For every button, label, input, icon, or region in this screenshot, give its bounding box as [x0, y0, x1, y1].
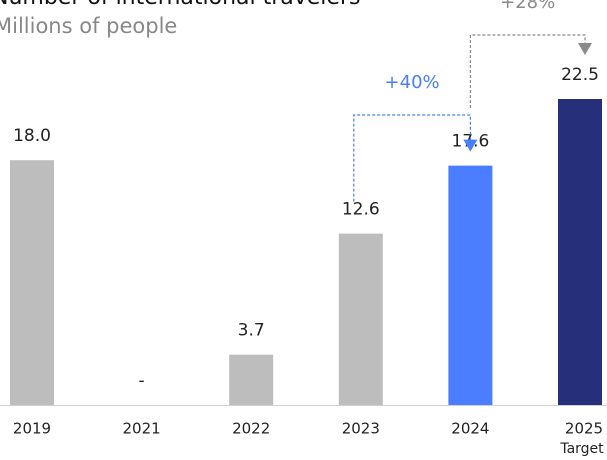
x-tick-label: 2024	[451, 420, 489, 438]
value-label: 3.7	[238, 321, 265, 341]
chart-title: Number of international travelers	[0, 0, 360, 10]
chart-subtitle: Millions of people	[0, 14, 177, 38]
x-tick-label: 2025	[565, 420, 603, 438]
category-note: Target	[559, 441, 604, 457]
bar	[558, 99, 602, 405]
value-label: -	[139, 371, 145, 391]
x-tick-label: 2023	[342, 420, 380, 438]
annotation-arrow	[469, 34, 586, 108]
annotation-label: +40%	[385, 72, 440, 93]
value-label: 18.0	[13, 126, 51, 146]
value-label: 22.5	[561, 65, 599, 85]
x-tick-label: 2022	[232, 420, 270, 438]
x-tick-label: 2021	[123, 420, 161, 438]
bar	[10, 160, 54, 405]
x-tick-label: 2019	[13, 420, 51, 438]
value-label: 12.6	[342, 200, 380, 220]
bar	[229, 354, 274, 405]
arrow-head	[578, 43, 592, 55]
bar	[338, 233, 383, 405]
bar	[448, 165, 493, 405]
annotation-arrow	[353, 114, 471, 202]
arrow-head	[463, 139, 478, 152]
annotation-label: +28%	[500, 0, 555, 13]
